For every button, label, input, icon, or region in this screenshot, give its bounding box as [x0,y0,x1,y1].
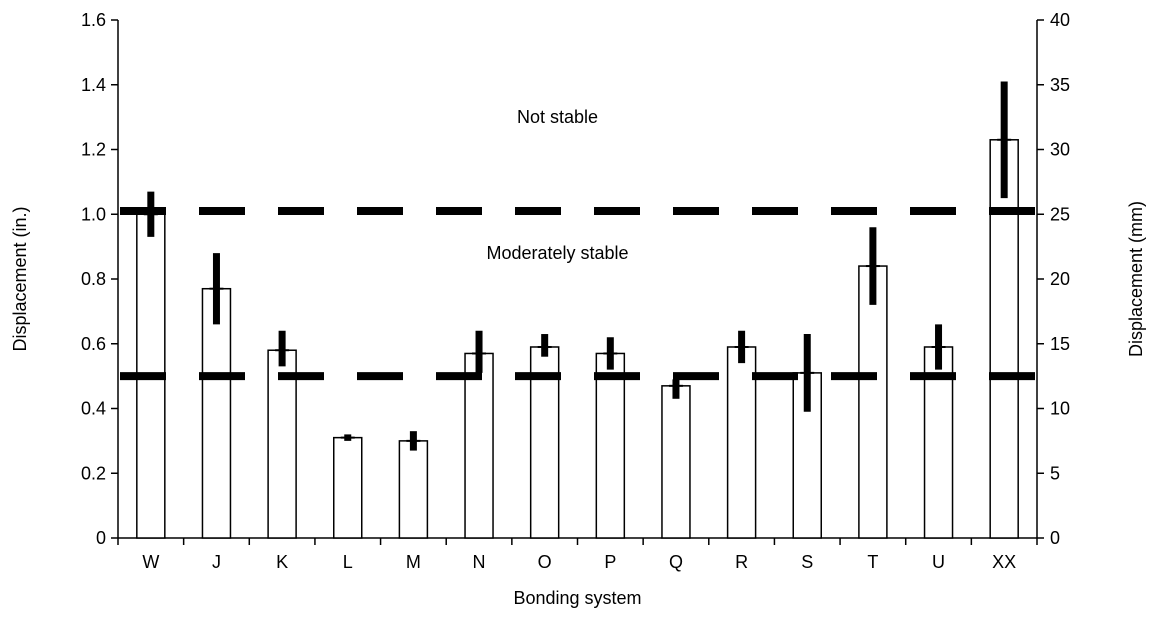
bars [136,139,1019,539]
x-tick-label: XX [992,552,1016,572]
bar [267,349,297,539]
x-tick-label: O [538,552,552,572]
x-tick-label: W [142,552,159,572]
y2-tick-label: 15 [1050,334,1070,354]
y2-tick-label: 35 [1050,75,1070,95]
x-tick-label: N [473,552,486,572]
bar [858,265,888,539]
y-tick-label: 1.2 [81,140,106,160]
threshold-lines [120,207,1035,381]
annotation-moderately-stable: Moderately stable [486,243,628,263]
y-tick-label: 0.4 [81,399,106,419]
y-axis-label: Displacement (in.) [10,206,30,351]
y-tick-label: 1.4 [81,75,106,95]
annotation-not-stable: Not stable [517,107,598,127]
bar [201,287,232,539]
y-tick-label: 0.8 [81,269,106,289]
y-tick-label: 1.6 [81,10,106,30]
bar [333,436,363,539]
y2-tick-label: 30 [1050,140,1070,160]
bar [661,385,691,539]
y2-axis-label: Displacement (mm) [1126,201,1146,357]
y-tick-label: 0.6 [81,334,106,354]
error-bars [143,81,1012,451]
y2-tick-label: 5 [1050,463,1060,483]
bar [792,372,822,539]
tick-labels: 0 0.2 0.4 0.6 0.8 1.0 1.2 1.4 1.6 0 5 10 15 20 25 30 35 4… [81,10,1070,572]
bar [726,346,757,539]
y2-tick-label: 0 [1050,528,1060,548]
x-tick-label: K [276,552,288,572]
x-tick-label: U [932,552,945,572]
x-tick-label: P [604,552,616,572]
x-tick-label: M [406,552,421,572]
x-tick-label: L [343,552,353,572]
y2-tick-label: 40 [1050,10,1070,30]
x-tick-label: J [212,552,221,572]
y2-tick-label: 20 [1050,269,1070,289]
x-tick-label: T [867,552,878,572]
x-tick-label: S [801,552,813,572]
bar [464,352,494,539]
x-tick-label: Q [669,552,683,572]
y2-tick-label: 10 [1050,399,1070,419]
bar [595,352,626,539]
bar [398,440,429,539]
x-axis-label: Bonding system [513,588,641,608]
y2-tick-label: 25 [1050,204,1070,224]
y-tick-label: 0.2 [81,463,106,483]
y-tick-label: 1.0 [81,204,106,224]
y-tick-label: 0 [96,528,106,548]
axes [111,19,1044,545]
x-tick-label: R [735,552,748,572]
bar [989,139,1019,539]
